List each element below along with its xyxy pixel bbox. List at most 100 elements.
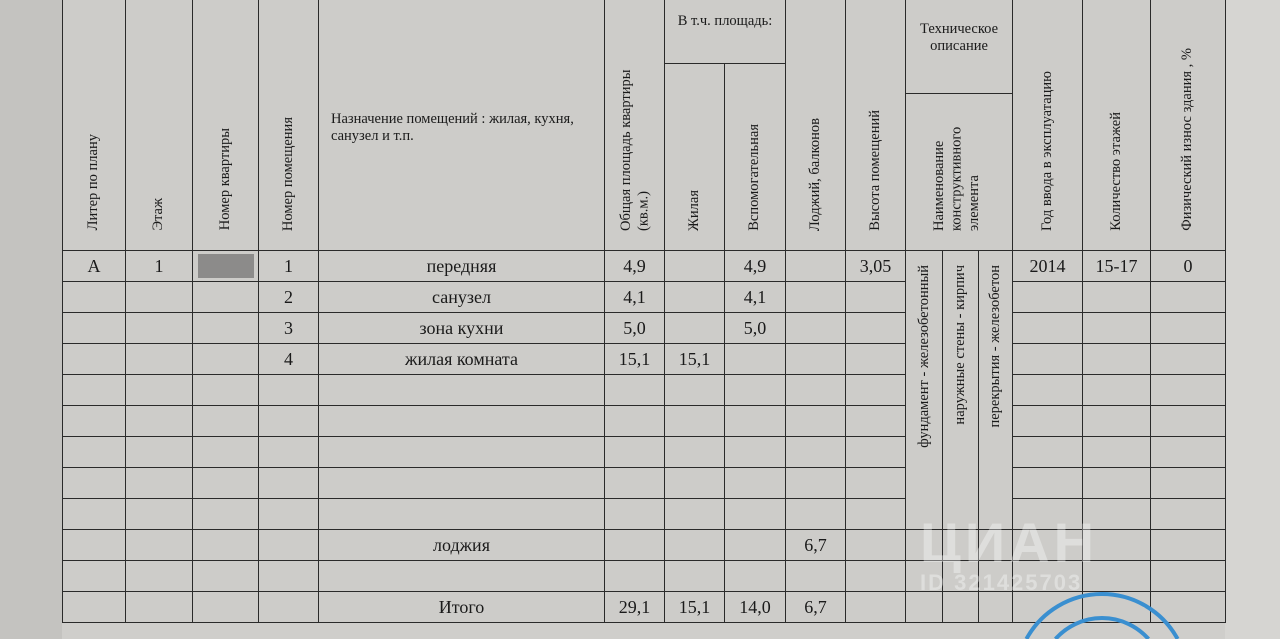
cell-room-no — [258, 405, 319, 437]
cell-auxiliary: 14,0 — [723, 591, 787, 623]
cell-wear — [1150, 281, 1227, 313]
table-row: 3 зона кухни 5,0 5,0 — [62, 312, 1227, 344]
cell-height — [845, 343, 907, 375]
cell-apartment-no — [192, 436, 259, 468]
header-liter: Литер по плану — [62, 0, 126, 251]
cell-loggia — [785, 250, 847, 282]
cell-auxiliary — [723, 343, 787, 375]
table-row: А 1 1 передняя 4,9 4,9 3,05 фундамент - железоб… — [62, 250, 1227, 530]
tech-empty-cell — [905, 591, 944, 623]
watermark: ЦИАН ID 321425703 — [920, 511, 1099, 595]
header-floors-count-text: Количество этажей — [1107, 111, 1124, 231]
cell-total: 4,9 — [604, 250, 665, 282]
table-row — [62, 374, 1227, 406]
header-living-text: Жилая — [685, 189, 702, 231]
cell-loggia — [785, 405, 847, 437]
cell-loggia — [785, 343, 847, 375]
page-left-margin — [0, 0, 62, 639]
table-row — [62, 405, 1227, 437]
cell-room-no: 3 — [258, 312, 319, 344]
cell-height — [845, 436, 907, 468]
header-tech-description: Техническое описание — [905, 0, 1014, 94]
cell-living — [664, 560, 725, 592]
cell-loggia — [785, 498, 847, 530]
cell-liter — [62, 498, 126, 530]
cell-apartment-no — [192, 312, 259, 344]
cell-height — [845, 529, 907, 561]
cell-total — [604, 405, 665, 437]
cell-apartment-no — [192, 281, 259, 313]
table-header: Литер по плану Этаж Номер квартиры Номер… — [62, 0, 1227, 251]
cell-height — [845, 591, 907, 623]
cell-height — [845, 498, 907, 530]
cell-purpose — [318, 436, 605, 468]
cell-liter — [62, 343, 126, 375]
cell-living — [664, 498, 725, 530]
tech-empty-cell — [905, 529, 944, 561]
header-year: Год ввода в эксплуатацию — [1012, 0, 1084, 251]
stamp-inner-ring — [1054, 616, 1150, 639]
cell-floors — [1082, 343, 1152, 375]
cell-year — [1012, 343, 1084, 375]
stamp-outer-ring — [1024, 591, 1180, 639]
header-room-no-text: Номер помещения — [279, 116, 296, 231]
cell-room-no: 2 — [258, 281, 319, 313]
cell-wear — [1150, 529, 1227, 561]
cell-apartment-no — [192, 498, 259, 530]
cell-liter — [62, 281, 126, 313]
cell-year — [1012, 281, 1084, 313]
cell-purpose: Итого — [318, 591, 605, 623]
table-row — [62, 436, 1227, 468]
cell-total — [604, 560, 665, 592]
header-liter-text: Литер по плану — [85, 134, 102, 231]
tech-element-2: наружные стены - кирпич — [942, 250, 980, 530]
cell-purpose — [318, 560, 605, 592]
cell-auxiliary — [723, 498, 787, 530]
cell-height — [845, 374, 907, 406]
cell-purpose: передняя — [318, 250, 605, 282]
cell-living — [664, 436, 725, 468]
cell-floor — [125, 529, 193, 561]
cell-year — [1012, 467, 1084, 499]
cell-liter — [62, 529, 126, 561]
cell-wear — [1150, 436, 1227, 468]
cell-living — [664, 374, 725, 406]
cell-living: 15,1 — [664, 591, 725, 623]
cell-floor — [125, 343, 193, 375]
cell-purpose: жилая комната — [318, 343, 605, 375]
cell-floors: 15-17 — [1082, 250, 1152, 282]
cell-height: 3,05 — [845, 250, 907, 282]
cell-floors — [1082, 560, 1152, 592]
cell-total: 5,0 — [604, 312, 665, 344]
tech-element-text: наружные стены - кирпич — [952, 265, 969, 425]
cell-apartment-no — [192, 560, 259, 592]
cell-room-no: 4 — [258, 343, 319, 375]
apartment-explication-table: Литер по плану Этаж Номер квартиры Номер… — [62, 0, 1227, 623]
cell-year — [1012, 436, 1084, 468]
cell-floor — [125, 405, 193, 437]
tech-element-text: перекрытия - железобетон — [987, 265, 1004, 428]
cell-total — [604, 467, 665, 499]
cell-room-no — [258, 529, 319, 561]
cell-loggia — [785, 560, 847, 592]
cell-floor — [125, 467, 193, 499]
cell-wear — [1150, 405, 1227, 437]
header-loggias: Лоджий, балконов — [785, 0, 847, 251]
cell-liter — [62, 560, 126, 592]
cell-wear — [1150, 374, 1227, 406]
cell-purpose — [318, 405, 605, 437]
tech-element-text: фундамент - железобетонный — [915, 265, 932, 448]
cell-floor — [125, 560, 193, 592]
header-wear: Физический износ здания , % — [1150, 0, 1227, 251]
cell-auxiliary — [723, 529, 787, 561]
cell-loggia — [785, 374, 847, 406]
table-row: 2 санузел 4,1 4,1 — [62, 281, 1227, 313]
header-apartment-no: Номер квартиры — [192, 0, 259, 251]
header-floor-text: Этаж — [150, 198, 167, 231]
cell-liter — [62, 405, 126, 437]
cell-loggia: 6,7 — [785, 591, 847, 623]
cell-floor: 1 — [125, 250, 193, 282]
header-floor: Этаж — [125, 0, 193, 251]
cell-living — [664, 467, 725, 499]
header-total-area-text: Общая площадь квартиры (кв.м.) — [617, 69, 651, 231]
